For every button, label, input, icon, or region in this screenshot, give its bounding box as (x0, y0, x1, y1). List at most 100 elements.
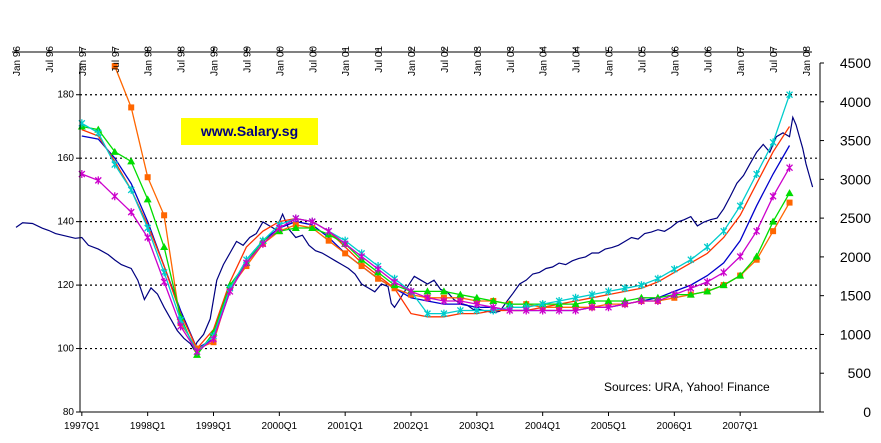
top-tick-label-21: Jul 06 (703, 46, 714, 73)
series-6-point-3 (127, 208, 135, 217)
series-6-point-10 (242, 258, 250, 267)
left-tick-label-2: 120 (57, 280, 74, 291)
left-tick-label-1: 100 (57, 344, 74, 355)
bottom-tick-label-10: 2007Q1 (722, 421, 758, 432)
series-6-point-43 (786, 163, 794, 172)
series-4-point-42 (769, 217, 778, 225)
series-4-point-22 (439, 287, 448, 295)
top-tick-label-13: Jul 02 (440, 46, 451, 73)
series-line-6 (81, 167, 791, 353)
bottom-tick-label-0: 1997Q1 (64, 421, 100, 432)
right-tick-label-4: 2000 (840, 249, 871, 265)
series-5-point-32 (605, 287, 612, 296)
series-6-point-5 (160, 277, 168, 286)
series-6-point-2 (111, 192, 119, 201)
series-3-point-41 (753, 256, 760, 263)
top-tick-label-6: Jan 99 (210, 46, 221, 76)
series-5-point-21 (423, 309, 431, 318)
series-line-2 (81, 126, 791, 350)
series-6-point-12 (275, 223, 283, 232)
series-6-point-24 (473, 300, 481, 309)
series-6-point-39 (720, 268, 728, 277)
bottom-tick-label-3: 2000Q1 (262, 421, 298, 432)
series-4-point-25 (489, 296, 498, 304)
series-5-point-42 (769, 138, 777, 147)
top-tick-label-0: Jan 96 (12, 46, 23, 76)
series-5-point-33 (621, 284, 629, 293)
top-tick-label-1: Jul 96 (45, 46, 56, 73)
series-3-point-17 (358, 263, 365, 270)
series-6-point-14 (308, 217, 316, 226)
series-5-point-37 (687, 255, 695, 264)
series-6-point-1 (94, 176, 102, 185)
series-6-point-23 (456, 296, 464, 305)
watermark-box (181, 118, 318, 145)
series-5-point-29 (555, 296, 563, 305)
series-3-point-42 (770, 228, 777, 235)
series-6-point-38 (703, 277, 711, 286)
top-tick-label-24: Jan 08 (802, 46, 813, 76)
top-tick-label-10: Jan 01 (341, 46, 352, 76)
series-5-point-39 (720, 227, 728, 236)
series-5-point-41 (753, 170, 761, 179)
series-6-point-31 (588, 303, 596, 312)
series-3-point-43 (786, 199, 793, 206)
series-6-point-32 (605, 303, 612, 312)
left-tick-label-0: 80 (63, 407, 75, 418)
left-tick-label-4: 160 (57, 153, 74, 164)
series-4-point-38 (703, 287, 712, 295)
left-tick-label-5: 180 (57, 90, 74, 101)
series-3-point-19 (391, 285, 398, 292)
bottom-tick-label-7: 2004Q1 (525, 421, 561, 432)
top-tick-label-15: Jul 03 (506, 46, 517, 73)
series-4-point-32 (604, 296, 613, 304)
series-6-point-11 (259, 239, 267, 248)
series-4-point-31 (588, 296, 597, 304)
right-tick-label-6: 3000 (840, 171, 871, 187)
series-4-point-5 (160, 243, 169, 251)
series-6-point-27 (522, 306, 530, 315)
series-3-point-4 (144, 174, 151, 181)
source-note: Sources: URA, Yahoo! Finance (604, 380, 770, 394)
series-6-point-16 (341, 239, 349, 248)
bottom-tick-label-9: 2006Q1 (657, 421, 693, 432)
series-5-point-30 (572, 293, 580, 302)
series-5-point-40 (736, 201, 744, 210)
bottom-tick-label-8: 2005Q1 (591, 421, 627, 432)
series-6-point-21 (423, 293, 431, 302)
series-6-point-42 (769, 192, 777, 201)
bottom-tick-label-1: 1998Q1 (130, 421, 166, 432)
top-tick-label-5: Jul 98 (177, 46, 188, 73)
series-4-point-43 (785, 189, 794, 197)
series-6-point-37 (687, 284, 695, 293)
series-line-4 (81, 125, 791, 357)
top-tick-label-11: Jul 01 (374, 46, 385, 73)
bottom-tick-label-2: 1999Q1 (196, 421, 232, 432)
top-tick-label-3: Jul 97 (111, 46, 122, 73)
series-6-point-35 (654, 296, 662, 305)
right-tick-label-3: 1500 (840, 288, 871, 304)
watermark: www.Salary.sg (181, 118, 318, 145)
top-tick-label-12: Jan 02 (407, 46, 418, 76)
series-3-point-18 (375, 275, 382, 282)
series-4-point-30 (571, 300, 580, 308)
series-5-point-4 (144, 223, 152, 232)
top-tick-label-18: Jan 05 (605, 46, 616, 76)
series-6-point-18 (374, 265, 382, 274)
series-6-point-22 (440, 296, 448, 305)
series-6-point-29 (555, 306, 563, 315)
right-tick-label-1: 500 (848, 365, 872, 381)
series-3 (111, 63, 793, 352)
top-tick-label-19: Jul 05 (637, 46, 648, 73)
series-6-point-26 (506, 306, 514, 315)
series-line-0 (15, 115, 814, 351)
right-tick-label-2: 1000 (840, 326, 871, 342)
series-6-point-9 (226, 287, 234, 296)
series-6-point-8 (210, 335, 217, 344)
series-5-point-38 (703, 243, 711, 252)
bottom-tick-label-5: 2002Q1 (393, 421, 429, 432)
series-6-point-4 (144, 233, 152, 242)
top-tick-label-4: Jan 98 (144, 46, 155, 76)
right-tick-label-7: 3500 (840, 133, 871, 149)
series-6-point-30 (572, 306, 580, 315)
